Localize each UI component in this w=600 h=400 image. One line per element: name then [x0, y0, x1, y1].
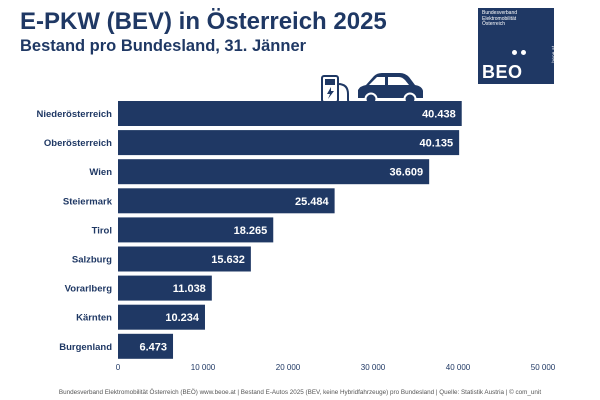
value-label-4: 18.265	[234, 225, 268, 237]
chart-subtitle: Bestand pro Bundesland, 31. Jänner	[20, 37, 307, 55]
value-label-2: 36.609	[390, 167, 424, 179]
chart-title: E-PKW (BEV) in Österreich 2025	[20, 8, 387, 35]
value-label-3: 25.484	[295, 196, 330, 208]
category-label-8: Burgenland	[59, 342, 112, 353]
logo-eyes-icon	[512, 50, 526, 55]
value-label-6: 11.038	[173, 283, 206, 295]
bar-0	[118, 101, 462, 126]
bar-7	[118, 304, 205, 330]
category-label-2: Wien	[89, 167, 112, 178]
bar-5	[118, 246, 251, 272]
value-label-5: 15.632	[211, 254, 245, 266]
bar-1	[118, 130, 460, 156]
category-label-4: Tirol	[92, 225, 112, 236]
x-tick-label-3: 30 000	[361, 363, 386, 372]
logo-org-text: Bundesverband Elektromobilität Österreic…	[482, 10, 518, 28]
logo-mark: BEO	[482, 62, 523, 82]
value-label-8: 6.473	[139, 341, 167, 353]
bar-4	[118, 217, 274, 243]
category-label-0: Niederösterreich	[36, 109, 112, 120]
bars	[118, 101, 462, 359]
category-label-7: Kärnten	[76, 313, 112, 324]
beo-logo: Bundesverband Elektromobilität Österreic…	[478, 8, 558, 84]
category-label-5: Salzburg	[72, 255, 112, 266]
category-labels: Niederösterreich Oberösterreich Wien Steier…	[36, 109, 112, 353]
value-labels: 40.438 40.135 36.609 25.484 18.265 15.632 11.0…	[139, 109, 455, 354]
x-tick-label-0: 0	[116, 363, 121, 372]
category-label-1: Oberösterreich	[44, 138, 112, 149]
x-tick-label-1: 10 000	[191, 363, 216, 372]
bar-6	[118, 275, 212, 301]
decoration-icons	[321, 73, 423, 106]
ev-charger-icon	[321, 75, 353, 104]
bar-3	[118, 188, 335, 214]
category-label-3: Steiermark	[63, 196, 113, 207]
footer-credits: Bundesverband Elektromobilität Österreic…	[58, 389, 542, 396]
value-label-0: 40.438	[422, 109, 456, 121]
value-label-1: 40.135	[419, 138, 453, 150]
bar-2	[118, 159, 430, 185]
value-label-7: 10.234	[165, 312, 200, 324]
x-axis-ticks: 0 10 000 20 000 30 000 40 000 50 000	[116, 363, 556, 372]
bar-8	[118, 333, 174, 359]
x-tick-label-2: 20 000	[276, 363, 301, 372]
x-tick-label-5: 50 000	[531, 363, 556, 372]
car-icon	[358, 73, 423, 106]
category-label-6: Vorarlberg	[65, 284, 113, 295]
x-tick-label-4: 40 000	[446, 363, 471, 372]
